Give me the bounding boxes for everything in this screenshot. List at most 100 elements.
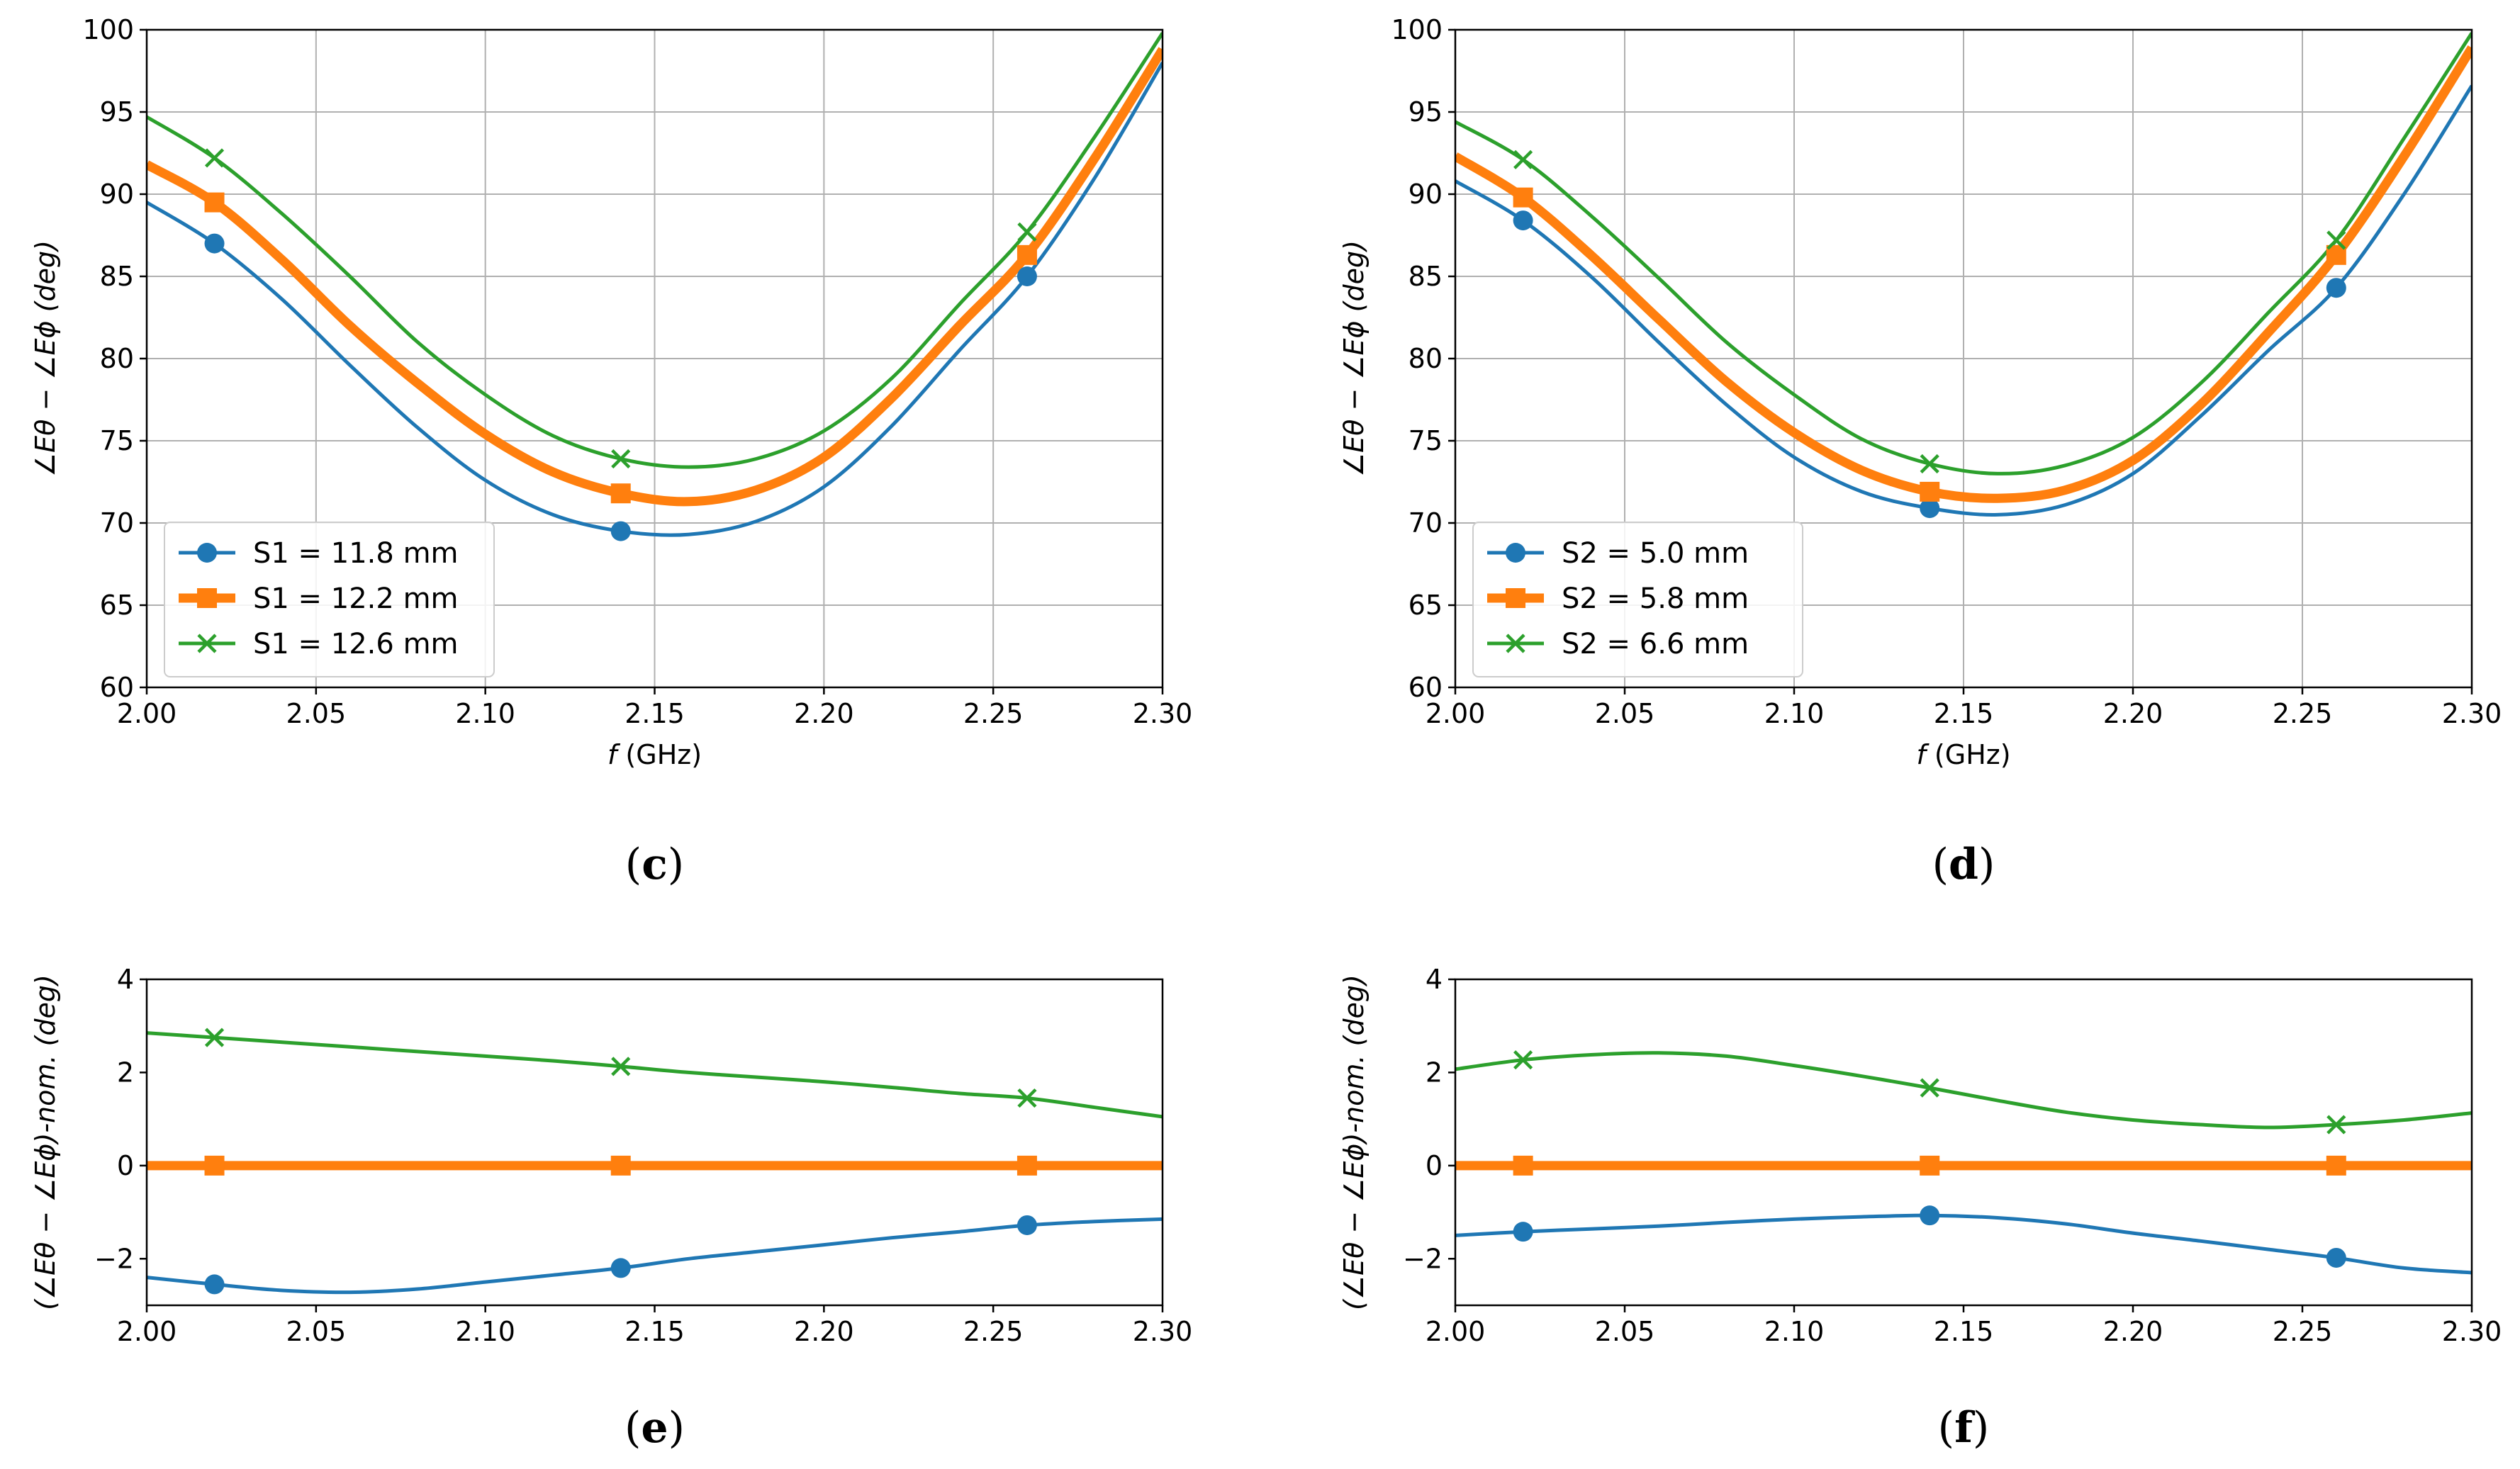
plot-area [1455,1051,2472,1275]
series-line-2 [147,47,1163,507]
y-tick-label: 95 [1409,96,1443,128]
series-2-marker [1017,244,1037,265]
y-tick-label: 70 [1409,507,1443,539]
caption-open: ( [625,1403,641,1453]
y-tick-label: 85 [1409,261,1443,292]
series-2-marker [1513,1155,1533,1176]
series-3-marker [2326,230,2346,250]
series-2-marker [1920,1155,1940,1176]
series-2-marker [1513,187,1533,208]
caption-letter: c [642,840,668,889]
series-3-marker [1017,1088,1037,1108]
plot-area [147,32,1163,537]
series-2-marker [204,192,225,213]
caption-open: ( [625,840,642,889]
series-2-marker [610,483,631,504]
legend-label-2: S2 = 5.8 mm [1562,582,1749,615]
x-tick-label: 2.15 [1934,698,1994,729]
series-3-marker [1920,454,1939,474]
x-tick-label: 2.05 [1595,698,1655,729]
x-tick-label: 2.10 [1764,698,1825,729]
series-3-marker [1920,1078,1939,1098]
y-tick-label: 90 [100,179,134,210]
caption: (c) [625,840,684,889]
x-axis-label-unit: (GHz) [1926,739,2011,770]
y-tick-label: 4 [1426,964,1443,995]
y-tick-label: 4 [117,964,134,995]
y-tick-label: 100 [1391,14,1443,45]
caption-letter: e [641,1403,668,1453]
series-2-marker [610,1155,631,1176]
chart-d: 2.00 2.05 2.10 2.15 2.20 2.25 2.30 60 65 70 75 80 85… [1338,14,2502,889]
x-tick-label: 2.00 [117,1316,177,1347]
x-tick-label: 2.10 [455,698,515,729]
y-tick-label: 75 [100,425,134,456]
legend-label-2: S1 = 12.2 mm [253,582,459,615]
x-tick-label: 2.15 [1934,1316,1994,1347]
legend-marker-1 [1506,543,1525,563]
x-tick-label: 2.10 [1764,1316,1825,1347]
x-axis-label: f (GHz) [1916,739,2010,770]
y-tick-label: 85 [100,261,134,292]
y-axis-label: (∠Eθ − ∠Eϕ)-nom. (deg) [1338,974,1370,1310]
y-tick-label: 100 [82,14,134,45]
chart-e: 2.00 2.05 2.10 2.15 2.20 2.25 2.30 −2 0 2 4 (∠Eθ − … [30,964,1192,1453]
series-line-3 [1455,1051,2472,1130]
y-tick-label: 80 [1409,343,1443,374]
x-tick-label: 2.20 [794,1316,854,1347]
series-2-marker [2326,1155,2346,1176]
y-tick-label: 80 [100,343,134,374]
x-tick-label: 2.25 [2273,698,2333,729]
series-3-marker [204,1028,225,1047]
x-tick-label: 2.15 [625,1316,685,1347]
series-1-marker [1513,210,1533,231]
x-tick-label: 2.25 [2273,1316,2333,1347]
y-axis-label: (∠Eθ − ∠Eϕ)-nom. (deg) [30,974,61,1310]
x-tick-label: 2.00 [117,698,177,729]
legend-marker-3 [1506,634,1525,653]
series-1-marker [1017,1215,1037,1235]
x-axis-label: f (GHz) [607,739,702,770]
series-3-marker [611,1057,631,1076]
caption: (f) [1938,1403,1990,1453]
legend-label-1: S1 = 11.8 mm [253,537,459,570]
legend: S2 = 5.0 mm S2 = 5.8 mm S2 = 6.6 mm [1472,522,1803,677]
x-tick-label: 2.15 [625,698,685,729]
axes-frame [1454,28,2473,689]
series-line-1 [1455,84,2472,517]
x-tick-label: 2.30 [1133,1316,1193,1347]
y-tick-label: 0 [117,1150,134,1181]
y-tick-label: 0 [1426,1150,1443,1181]
x-tick-label: 2.05 [1595,1316,1655,1347]
y-tick-label: 95 [100,96,134,128]
series-1-marker [204,1274,225,1295]
x-axis-label-unit: (GHz) [617,739,702,770]
x-tick-label: 2.20 [2103,1316,2163,1347]
series-3-marker [1017,222,1037,242]
x-tick-label: 2.00 [1426,1316,1486,1347]
x-tick-label: 2.25 [963,1316,1024,1347]
caption-close: ) [668,840,684,889]
series-1-marker [1017,266,1037,286]
series-1-marker [204,233,225,254]
series-1-marker [2326,1247,2346,1268]
x-tick-label: 2.05 [286,698,347,729]
x-tick-label: 2.25 [963,698,1024,729]
series-1-marker [1920,1205,1940,1226]
y-tick-label: 2 [1426,1057,1443,1088]
caption: (d) [1932,840,1995,889]
x-tick-label: 2.00 [1426,698,1486,729]
chart-c: 2.00 2.05 2.10 2.15 2.20 2.25 2.30 60 65 70 75 80 85… [30,14,1192,889]
y-axis-label: ∠Eθ − ∠Eϕ (deg) [1338,240,1370,477]
y-tick-label: 70 [100,507,134,539]
y-tick-label: 60 [100,672,134,703]
y-tick-label: 65 [100,590,134,621]
series-3-marker [611,449,631,469]
legend-label-3: S2 = 6.6 mm [1562,628,1749,660]
caption-letter: d [1949,840,1978,889]
series-3-marker [204,148,225,168]
series-3-marker [2326,1115,2346,1135]
series-1-marker [1920,498,1940,519]
caption: (e) [625,1403,685,1453]
legend-marker-1 [197,543,217,563]
